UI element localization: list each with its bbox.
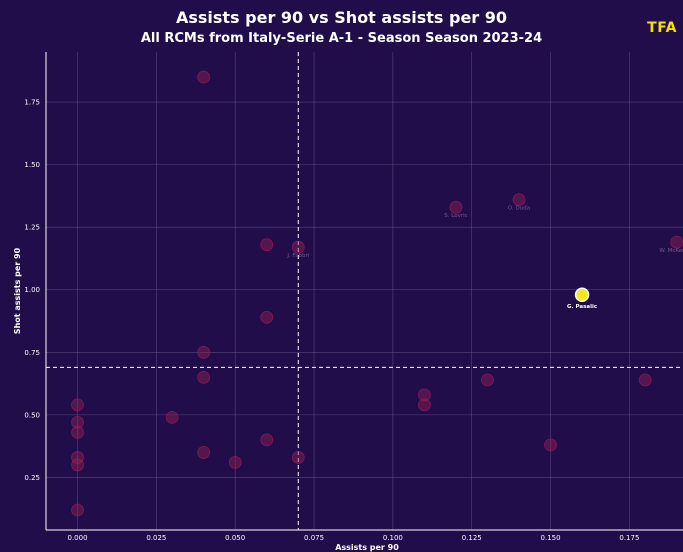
point-label: O. Duda (508, 206, 530, 212)
axes: 0.000 0.025 0.050 0.075 0.100 0.125 0.150 0.175… (24, 52, 683, 542)
data-point (291, 240, 305, 254)
data-point (71, 451, 84, 464)
x-tick-label: 0.025 (146, 534, 166, 542)
data-point (197, 345, 211, 359)
x-tick-label: 0.000 (68, 534, 88, 542)
x-tick-label: 0.100 (383, 534, 403, 542)
data-point (291, 451, 305, 464)
data-point (260, 433, 274, 447)
chart-subtitle: All RCMs from Italy-Serie A-1 - Season S… (140, 31, 543, 46)
data-point (449, 200, 463, 214)
data-point (638, 373, 652, 387)
brand-logo: TFA (647, 20, 677, 36)
highlighted-point (574, 287, 590, 303)
data-point (481, 373, 494, 387)
data-point (197, 370, 211, 384)
y-tick-label: 1.50 (24, 161, 40, 169)
point-label: J. Fabbri (286, 253, 309, 259)
point-label: S. Lovric (444, 213, 467, 219)
data-point (71, 458, 84, 472)
x-tick-label: 0.175 (619, 534, 639, 542)
data-point (197, 446, 211, 459)
x-tick-label: 0.125 (462, 534, 482, 542)
y-tick-label: 1.25 (24, 224, 40, 232)
data-point (71, 415, 84, 429)
data-point (260, 238, 274, 252)
chart-title: Assists per 90 vs Shot assists per 90 (175, 8, 508, 27)
x-tick-label: 0.150 (541, 534, 561, 542)
point-labels: J. Fabbri S. Lovric O. Duda W. McKennie G. P… (286, 206, 683, 310)
data-point (71, 503, 84, 517)
data-points (71, 70, 683, 517)
reference-lines (46, 52, 683, 530)
y-tick-label: 1.00 (24, 286, 40, 294)
grid-layer (46, 52, 683, 530)
data-point (197, 70, 211, 84)
y-axis-title: Shot assists per 90 (13, 247, 22, 334)
data-point (260, 310, 274, 324)
data-point (71, 425, 84, 439)
x-axis-title: Assists per 90 (335, 543, 399, 552)
data-point (418, 398, 431, 412)
y-tick-label: 0.25 (24, 474, 40, 482)
data-point (228, 456, 242, 469)
data-point (418, 388, 431, 402)
data-point (544, 438, 557, 452)
y-tick-label: 0.50 (24, 411, 40, 419)
point-label: W. McKennie (659, 248, 683, 254)
x-tick-label: 0.075 (304, 534, 324, 542)
y-tick-label: 0.75 (24, 349, 40, 357)
data-point (670, 235, 683, 249)
x-tick-label: 0.050 (225, 534, 245, 542)
data-point (71, 398, 84, 412)
y-tick-label: 1.75 (24, 99, 40, 107)
data-point (512, 193, 526, 207)
data-point (165, 410, 179, 424)
highlighted-point-label: G. Pasalic (567, 304, 597, 310)
